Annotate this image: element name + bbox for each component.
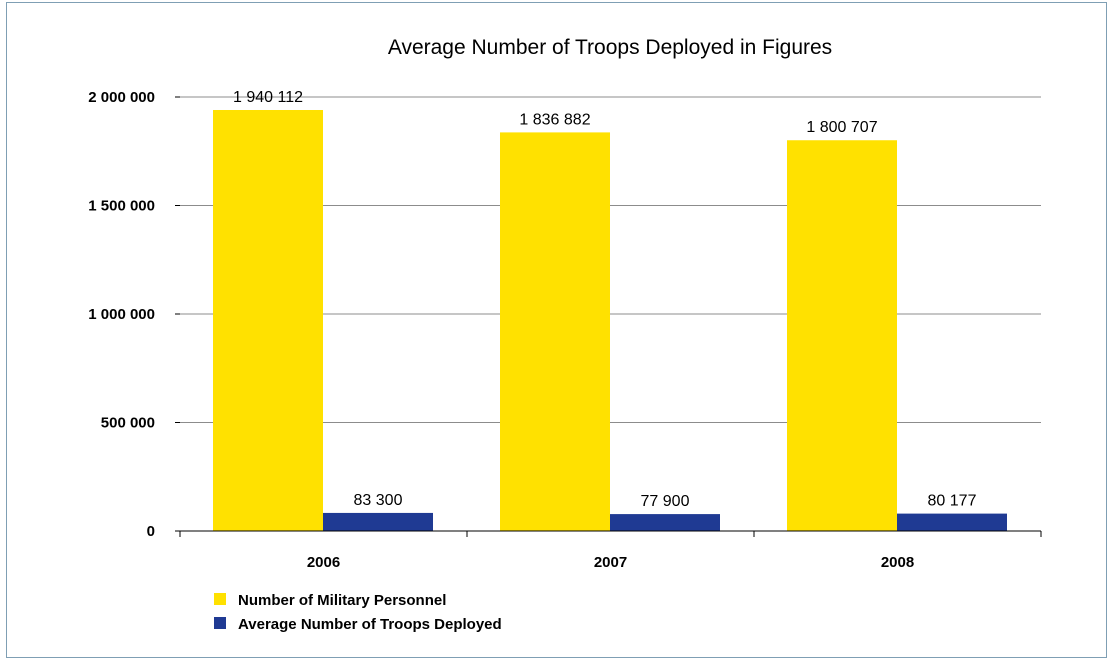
legend: Number of Military Personnel Average Numb… [214,592,502,633]
legend-label: Number of Military Personnel [238,592,446,609]
bar-troops-deployed [610,514,720,531]
y-tick-label: 1 000 000 [88,306,155,323]
y-tick-label: 0 [147,523,155,540]
bar-military-personnel [500,132,610,531]
y-tick-label: 500 000 [101,415,155,432]
x-tick-label: 2006 [307,554,340,571]
data-label: 77 900 [641,493,690,510]
legend-swatch [214,617,226,629]
bar-military-personnel [213,109,323,531]
bar-military-personnel [787,140,897,531]
x-axis: 2006 2007 2008 [179,530,1042,571]
y-axis-ticks: 0 500 000 1 000 000 1 500 000 2 000 000 [88,89,180,540]
x-tick-label: 2007 [594,554,627,571]
y-tick-label: 2 000 000 [88,89,155,106]
bars: 1 940 112 83 300 1 836 882 77 900 1 800 707 8… [213,89,1007,531]
x-tick-label: 2008 [881,554,914,571]
bar-troops-deployed [897,513,1007,531]
data-label: 1 940 112 [233,89,303,106]
gridlines [180,96,1041,423]
data-label: 80 177 [928,493,977,510]
chart-title: Average Number of Troops Deployed in Fig… [388,36,832,59]
data-label: 1 800 707 [806,119,877,136]
data-label: 83 300 [354,492,403,509]
data-label: 1 836 882 [519,111,590,128]
y-tick-label: 1 500 000 [88,198,155,215]
bar-troops-deployed [323,512,433,531]
legend-swatch [214,593,226,605]
legend-label: Average Number of Troops Deployed [238,616,502,633]
